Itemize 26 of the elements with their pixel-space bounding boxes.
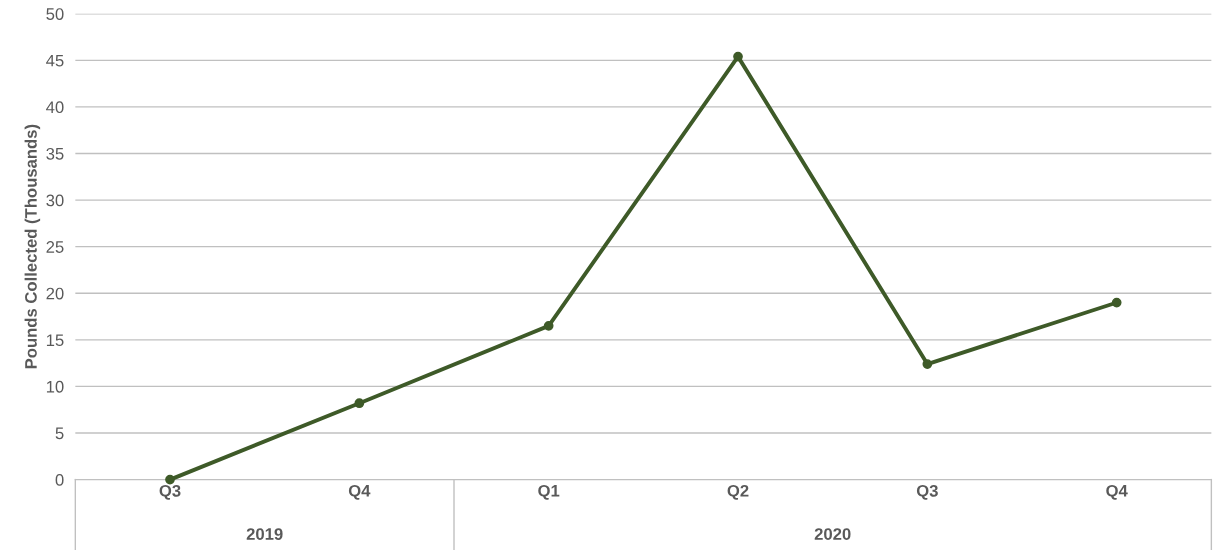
point <box>1111 297 1122 308</box>
x-tick-label: Q2 <box>727 484 749 500</box>
point <box>733 51 743 62</box>
point <box>165 474 175 485</box>
x-tick-label: Q1 <box>538 484 560 500</box>
y-tick-label: 50 <box>46 8 64 20</box>
y-tick-label: 20 <box>46 287 64 300</box>
y-tick-label: 25 <box>46 241 64 253</box>
y-tick-label: 45 <box>46 54 64 67</box>
y-tick-label: 10 <box>46 380 64 393</box>
y-axis-title: Pounds Collected (Thousands) <box>24 124 41 369</box>
x-tick-label: Q4 <box>348 484 371 500</box>
point <box>543 321 554 331</box>
y-tick-label: 30 <box>46 194 64 207</box>
y-tick-label: 15 <box>46 334 64 347</box>
y-tick-label: 40 <box>46 101 64 114</box>
point <box>922 359 933 369</box>
y-tick-label: 35 <box>46 147 64 160</box>
text: 2019 <box>246 528 283 540</box>
point <box>354 398 365 409</box>
text: 2020 <box>814 528 851 540</box>
y-tick-label: 0 <box>55 474 64 486</box>
y-tick-label: 5 <box>55 427 64 440</box>
x-tick-label: Q4 <box>1106 484 1128 500</box>
x-tick-label: Q3 <box>159 484 181 500</box>
x-tick-label: Q3 <box>916 484 938 500</box>
